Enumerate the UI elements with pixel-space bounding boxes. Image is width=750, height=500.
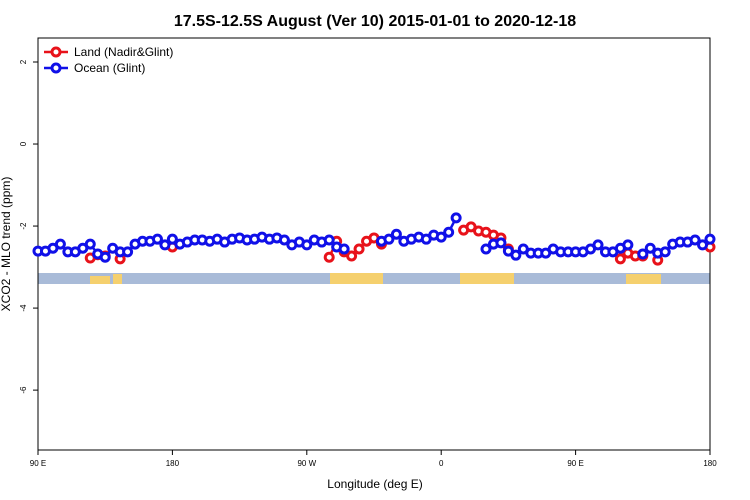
legend-marker	[50, 46, 62, 58]
point	[480, 243, 492, 255]
point	[689, 234, 701, 246]
point	[323, 251, 335, 263]
point	[353, 243, 365, 255]
point	[704, 233, 716, 245]
point	[122, 246, 134, 258]
point	[383, 233, 395, 245]
y-tick-label: -6	[19, 386, 28, 394]
point	[151, 233, 163, 245]
point	[301, 239, 313, 251]
legend-marker	[50, 62, 62, 74]
point	[592, 239, 604, 251]
x-tick-label: 90 E	[30, 459, 46, 468]
point	[443, 226, 455, 238]
point	[390, 228, 402, 240]
point	[323, 234, 335, 246]
point	[510, 249, 522, 261]
point	[435, 231, 447, 243]
point	[166, 233, 178, 245]
point	[338, 243, 350, 255]
y-tick-label: -2	[19, 222, 28, 230]
point	[54, 238, 66, 250]
point	[644, 242, 656, 254]
point	[99, 251, 111, 263]
legend-label: Ocean (Glint)	[74, 61, 145, 75]
x-tick-label: 90 E	[567, 459, 583, 468]
x-tick-label: 180	[703, 459, 717, 468]
strip-land	[113, 274, 122, 284]
y-tick-label: 2	[19, 59, 28, 64]
chart-title: 17.5S-12.5S August (Ver 10) 2015-01-01 t…	[174, 13, 576, 30]
y-axis-label: XCO2 - MLO trend (ppm)	[0, 177, 13, 312]
land-strip	[38, 273, 710, 284]
strip-land	[330, 273, 383, 284]
strip-land	[90, 276, 110, 284]
x-tick-label: 90 W	[297, 459, 316, 468]
point	[346, 250, 358, 262]
point	[495, 237, 507, 249]
strip-land	[626, 274, 661, 284]
x-axis-label: Longitude (deg E)	[327, 477, 422, 491]
point	[450, 212, 462, 224]
y-tick-label: -4	[19, 304, 28, 312]
x-tick-label: 180	[166, 459, 180, 468]
point	[637, 248, 649, 260]
point	[84, 238, 96, 250]
point	[159, 239, 171, 251]
strip-land	[460, 273, 514, 284]
y-tick-label: 0	[19, 141, 28, 146]
legend-label: Land (Nadir&Glint)	[74, 45, 173, 59]
point	[659, 246, 671, 258]
point	[614, 253, 626, 265]
point	[697, 239, 709, 251]
point	[278, 234, 290, 246]
x-tick-label: 0	[439, 459, 444, 468]
point	[622, 239, 634, 251]
